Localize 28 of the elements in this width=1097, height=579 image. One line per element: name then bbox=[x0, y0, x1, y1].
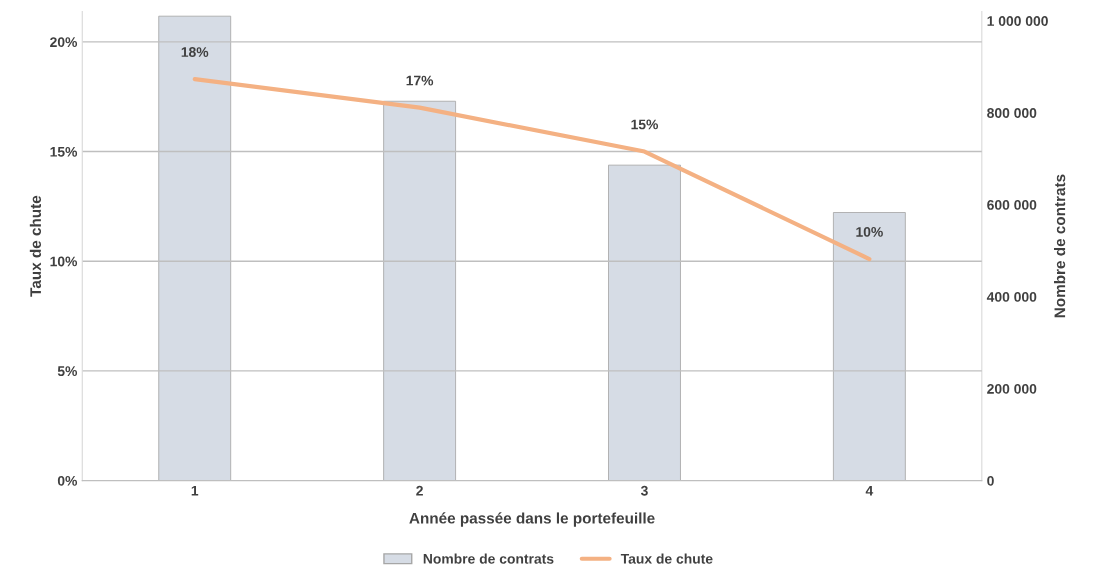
y2-tick-label: 200 000 bbox=[987, 383, 1037, 394]
y-tick-label: 10% bbox=[50, 256, 78, 267]
y-axis-title: Taux de chute bbox=[29, 195, 42, 297]
x-tick-label: 3 bbox=[640, 485, 648, 496]
x-tick-label: 1 bbox=[191, 485, 199, 496]
bar bbox=[608, 164, 681, 481]
bar bbox=[832, 212, 906, 481]
data-label: 17% bbox=[406, 75, 434, 86]
y-tick-label: 20% bbox=[50, 37, 78, 48]
y2-axis-title: Nombre de contrats bbox=[1054, 174, 1066, 318]
legend-label: Taux de chute bbox=[620, 553, 713, 564]
x-tick-label: 2 bbox=[416, 485, 423, 496]
y2-tick-label: 1 000 000 bbox=[987, 16, 1048, 26]
y2-tick-label: 400 000 bbox=[986, 291, 1037, 302]
data-label: 18% bbox=[181, 47, 209, 57]
legend-label: Nombre de contrats bbox=[423, 553, 554, 564]
data-label: 10% bbox=[856, 226, 883, 237]
y-tick-label: 5% bbox=[57, 366, 78, 377]
bar bbox=[158, 15, 232, 481]
y2-tick-label: 0 bbox=[987, 475, 994, 486]
y-tick-label: 15% bbox=[50, 146, 78, 157]
y2-tick-label: 600 000 bbox=[987, 200, 1037, 210]
x-axis-title: Année passée dans le portefeuille bbox=[409, 512, 655, 527]
bar bbox=[383, 100, 456, 481]
y2-tick-label: 800 000 bbox=[987, 108, 1037, 118]
x-tick-label: 4 bbox=[865, 485, 874, 496]
y-tick-label: 0% bbox=[57, 475, 78, 486]
data-label: 15% bbox=[631, 119, 659, 130]
